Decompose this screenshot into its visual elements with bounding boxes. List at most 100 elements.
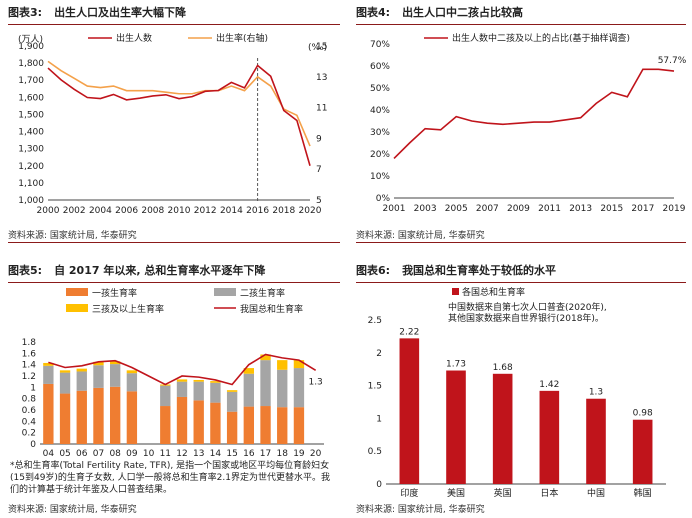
- x-tick-label: 2019: [663, 204, 686, 214]
- data-label: 0.98: [633, 409, 653, 419]
- y-tick-label: 1.2: [22, 372, 36, 382]
- y-tick-label: 40%: [370, 106, 390, 116]
- bar-third-child: [109, 361, 121, 365]
- y-tick-label: 1,900: [18, 42, 44, 52]
- bar-second-child: [176, 381, 188, 397]
- x-tick-label: 2010: [168, 206, 191, 216]
- panel-title: 图表5: 自 2017 年以来, 总和生育率水平逐年下降: [8, 262, 265, 280]
- x-tick-label: 14: [210, 449, 222, 459]
- x-tick-label: 2016: [246, 206, 269, 216]
- annotation-line-2: 其他国家数据来自世界银行(2018年)。: [448, 312, 604, 324]
- bar-second-child: [277, 369, 288, 408]
- bar-second-child: [160, 385, 171, 407]
- x-tick-label: 07: [93, 449, 104, 459]
- bar-first-child: [193, 400, 204, 444]
- bottom-rule: [356, 242, 686, 243]
- y-tick-label: 2: [376, 349, 382, 359]
- legend-label: 各国总和生育率: [462, 286, 525, 298]
- bar-second-child: [210, 382, 221, 403]
- panel-births: 图表3: 出生人口及出生率大幅下降 (万人) (‰) 1,000 1,100 1,200 1…: [8, 4, 340, 244]
- bar-first-child: [260, 406, 271, 444]
- bar-third-child: [243, 368, 255, 374]
- figure-label: 图表5:: [8, 264, 43, 277]
- figure-title: 我国总和生育率处于较低的水平: [402, 264, 557, 277]
- series-line-births: [47, 64, 311, 166]
- bar-second-child: [109, 364, 121, 387]
- annotation-line-1: 中国数据来自第七次人口普查(2020年),: [448, 301, 607, 313]
- bar-third-child: [176, 379, 188, 382]
- figure-label: 图表3:: [8, 6, 43, 19]
- figure-label: 图表4:: [356, 6, 391, 19]
- title-rule: [356, 282, 686, 283]
- bar: [399, 338, 420, 484]
- x-tick-label: 2007: [476, 204, 499, 214]
- legend-swatch-third-child: [66, 304, 88, 312]
- y-tick-label: 1,300: [18, 145, 44, 155]
- bar-second-child: [43, 365, 54, 384]
- panel-country-tfr: 图表6: 我国总和生育率处于较低的水平 0 0.5 1 1.5 2 2.5 2.22 印度 1.7…: [356, 262, 686, 516]
- x-tick-label: 13: [193, 449, 204, 459]
- source-note: 资料来源: 国家统计局, 华泰研究: [8, 505, 137, 515]
- second-child-line-chart: 0% 10% 20% 30% 40% 50% 60% 70% 2001 2003 2005 2007 2…: [370, 32, 686, 214]
- bar-third-child: [210, 381, 221, 383]
- title-rule: [8, 24, 340, 25]
- legend-label-third-child: 三孩及以上生育率: [92, 303, 164, 315]
- bar-third-child: [260, 354, 271, 361]
- x-tick-label: 2006: [115, 206, 138, 216]
- y-tick-label: 10%: [370, 172, 390, 182]
- y-tick-label: 1,100: [18, 179, 44, 189]
- x-tick-label: 2003: [414, 204, 437, 214]
- y-tick-label: 0.2: [22, 429, 36, 439]
- x-tick-label: 2013: [569, 204, 592, 214]
- bar-first-child: [210, 402, 221, 444]
- bar: [446, 370, 466, 484]
- x-tick-label: 12: [176, 449, 187, 459]
- figure-title: 出生人口中二孩占比较高: [402, 6, 524, 19]
- source-note: 资料来源: 国家统计局, 华泰研究: [356, 505, 485, 515]
- series-line-birth-rate: [47, 60, 311, 147]
- country-tfr-bar-chart: 0 0.5 1 1.5 2 2.5 2.22 印度 1.73 美国 1.68 英国 1.42 日本 1.3 中…: [368, 286, 666, 499]
- data-label: 1.3: [589, 388, 603, 398]
- y-tick-label: 70%: [370, 40, 390, 50]
- x-tick-label: 08: [109, 449, 121, 459]
- bar-third-child: [59, 370, 71, 373]
- x-tick-label: 2000: [37, 206, 60, 216]
- x-tick-label: 2017: [631, 204, 654, 214]
- data-label: 1.42: [539, 380, 559, 390]
- y2-tick-label: 15: [316, 42, 327, 52]
- legend-swatch-first-child: [66, 288, 88, 296]
- x-tick-label: 20: [310, 449, 322, 459]
- bar-second-child: [126, 373, 138, 392]
- data-label: 1.73: [446, 360, 466, 370]
- x-tick-label: 11: [160, 449, 171, 459]
- y-tick-label: 1,000: [18, 196, 44, 206]
- bar-first-child: [293, 407, 305, 444]
- x-tick-label: 16: [243, 449, 255, 459]
- panel-title: 图表6: 我国总和生育率处于较低的水平: [356, 262, 556, 280]
- y-tick-label: 50%: [370, 84, 390, 94]
- bar-second-child: [243, 373, 255, 407]
- x-tick-label: 日本: [540, 487, 558, 499]
- y-tick-label: 1,400: [18, 128, 44, 138]
- bar-first-child: [43, 383, 54, 444]
- right-axis-unit: (‰): [308, 43, 327, 53]
- end-value-label: 1.3: [308, 377, 322, 387]
- y-tick-label: 1: [30, 383, 36, 393]
- x-tick-label: 韩国: [634, 487, 652, 499]
- bar-first-child: [93, 387, 104, 444]
- x-tick-label: 印度: [400, 487, 418, 499]
- bar-second-child: [93, 365, 104, 388]
- figure-label: 图表6:: [356, 264, 391, 277]
- x-tick-label: 中国: [587, 487, 605, 499]
- x-tick-label: 2011: [538, 204, 561, 214]
- bar-first-child: [109, 386, 121, 444]
- bar-second-child: [59, 372, 71, 394]
- y-tick-label: 0.4: [22, 417, 37, 427]
- births-line-chart: (万人) (‰) 1,000 1,100 1,200 1,300 1,400 1,500 1,6…: [18, 32, 327, 216]
- bar-second-child: [76, 371, 87, 391]
- y2-tick-label: 7: [316, 165, 322, 175]
- bar-first-child: [126, 391, 138, 444]
- bar-third-child: [277, 360, 288, 370]
- x-tick-label: 09: [126, 449, 138, 459]
- title-rule: [8, 282, 340, 283]
